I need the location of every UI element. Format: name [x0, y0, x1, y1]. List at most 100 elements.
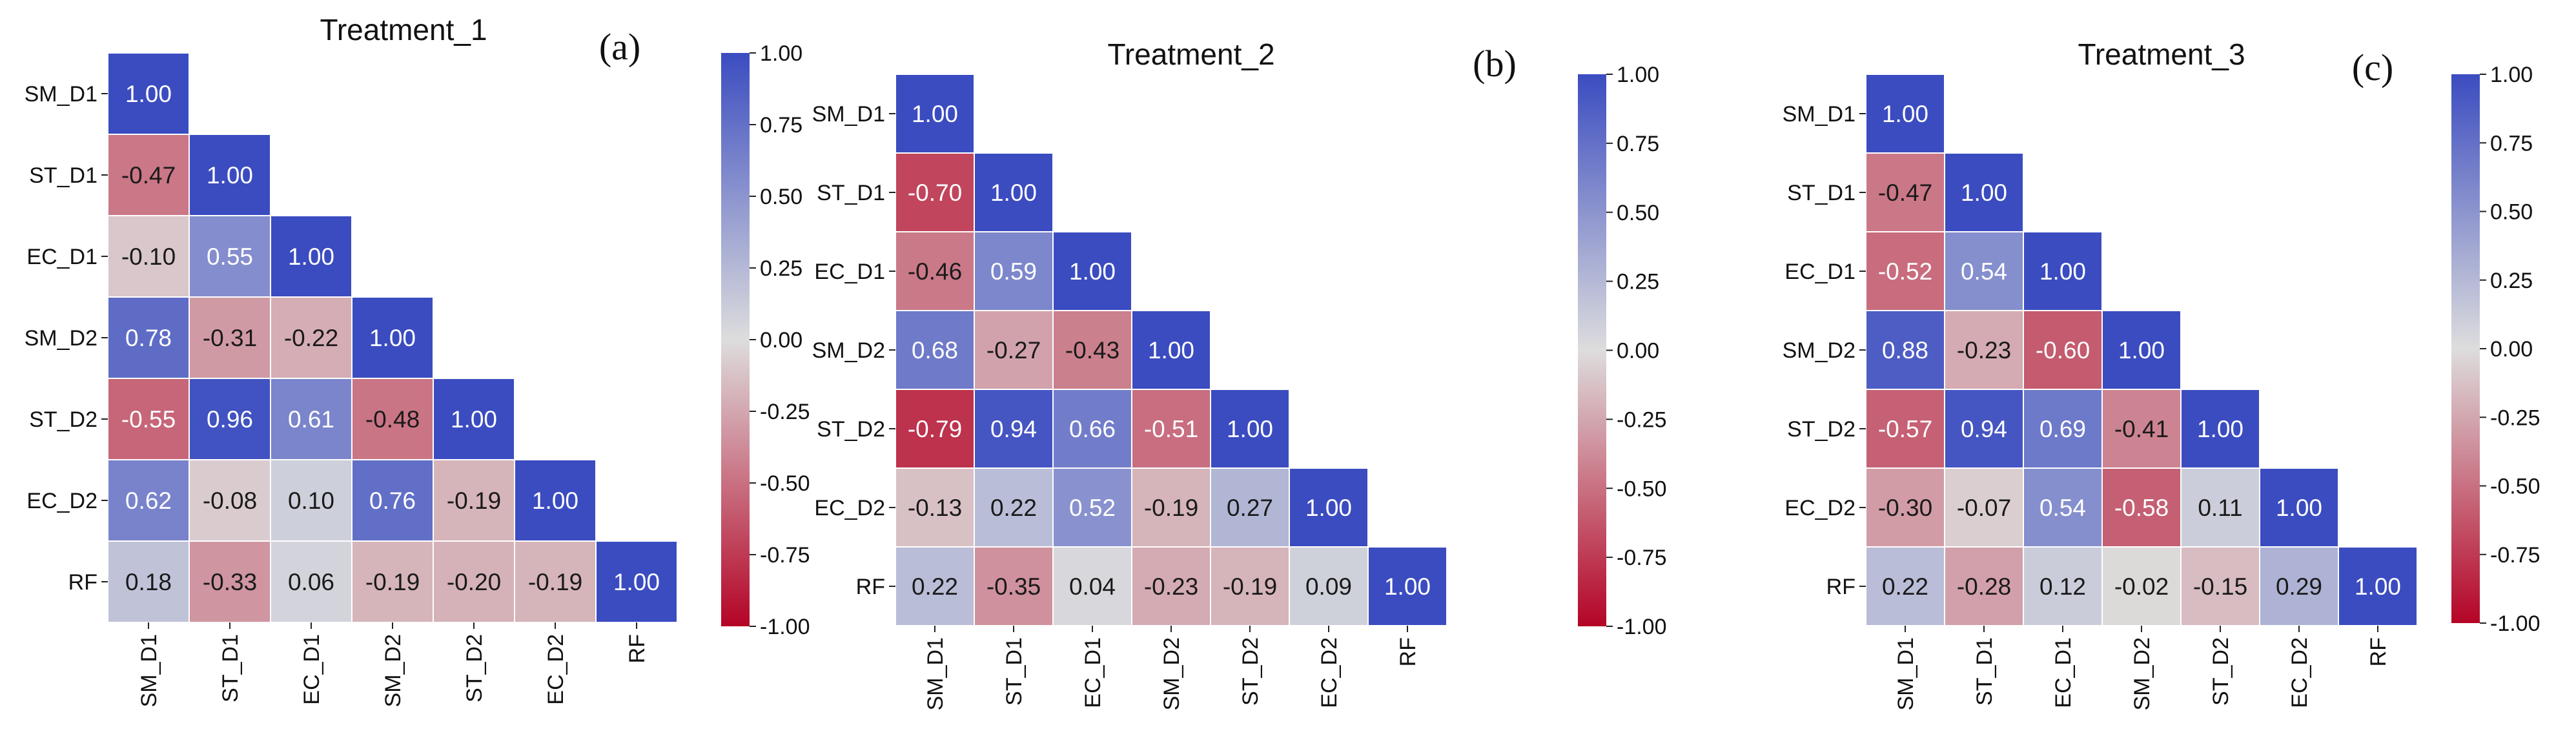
x-tick-label: RF: [2366, 637, 2391, 666]
colorbar-tick-label: 0.50: [1617, 201, 1659, 225]
cell-value-label: -0.47: [1878, 180, 1932, 206]
heatmap-cell: [1944, 152, 2024, 232]
cell-value-label: 1.00: [1882, 101, 1928, 127]
colorbar-tick-label: 0.75: [1617, 132, 1659, 156]
heatmap-cell: [189, 296, 271, 379]
cell-value-label: 1.00: [1384, 573, 1431, 600]
cell-value-label: 1.00: [1305, 495, 1352, 521]
heatmap-cell: [351, 459, 434, 542]
colorbar-tick-label: -0.25: [2490, 405, 2540, 430]
y-tick-label: RF: [856, 575, 885, 599]
cell-value-label: -0.19: [447, 487, 501, 514]
colorbar-tick-label: 1.00: [2490, 63, 2533, 87]
x-tick-label: ST_D2: [462, 634, 487, 703]
x-tick-label: EC_D1: [1081, 637, 1105, 708]
heatmap-cell: [2023, 310, 2103, 390]
cell-value-label: 0.27: [1227, 495, 1273, 521]
heatmap-cell: [2338, 546, 2418, 626]
panel-letter: (a): [599, 26, 640, 68]
y-tick-label: ST_D2: [29, 407, 97, 432]
cell-value-label: 0.52: [1069, 495, 1116, 521]
cell-value-label: 0.12: [2039, 573, 2086, 600]
heatmap-cell: [1944, 389, 2024, 469]
colorbar-tick-label: -1.00: [760, 615, 810, 639]
chart-title: Treatment_1: [320, 13, 487, 46]
x-tick-label: EC_D1: [300, 634, 324, 705]
panel-letter: (b): [1473, 43, 1517, 85]
cell-value-label: 1.00: [1069, 258, 1116, 285]
colorbar-tick-label: 1.00: [1617, 63, 1659, 87]
chart-title: Treatment_3: [2078, 37, 2245, 71]
colorbar-tick-label: -1.00: [1617, 615, 1667, 639]
cell-value-label: 1.00: [532, 487, 578, 514]
heatmap-cell: [1289, 467, 1369, 548]
colorbar-tick-label: -0.50: [1617, 477, 1667, 501]
cell-value-label: 0.04: [1069, 573, 1116, 600]
cell-value-label: -0.33: [203, 569, 257, 595]
heatmap-cell: [595, 540, 678, 623]
cell-value-label: -0.57: [1878, 416, 1932, 442]
cell-value-label: -0.60: [2036, 337, 2090, 364]
x-tick-label: ST_D1: [1002, 637, 1027, 706]
heatmap-cell: [1289, 546, 1369, 626]
heatmap-cell: [351, 296, 434, 379]
cell-value-label: 1.00: [1148, 337, 1194, 364]
heatmap-cell: [974, 467, 1054, 548]
y-tick-label: ST_D2: [1787, 417, 1855, 442]
heatmap-cell: [107, 134, 190, 216]
cell-value-label: -0.43: [1065, 337, 1119, 364]
x-tick-label: EC_D2: [1317, 637, 1342, 708]
cell-value-label: 0.54: [1961, 258, 2007, 285]
heatmap-cell: [1944, 546, 2024, 626]
cell-value-label: -0.19: [528, 569, 582, 595]
heatmap-cell: [974, 310, 1054, 390]
heatmap-cell: [1865, 467, 1945, 548]
cell-value-label: 0.78: [125, 325, 172, 351]
heatmap-cell: [189, 378, 271, 460]
cell-value-label: -0.02: [2114, 573, 2169, 600]
cell-value-label: -0.55: [121, 406, 176, 433]
y-tick-label: EC_D2: [26, 489, 97, 513]
colorbar-tick-label: 0.00: [760, 328, 802, 353]
heatmap-cell: [1052, 467, 1132, 548]
colorbar: 1.00 0.75 0.50 0.25 0.00 -0.25 -0.50 -0.75 -1.00: [1578, 63, 1667, 639]
x-tick-label: SM_D1: [137, 634, 161, 707]
cell-value-label: 0.18: [125, 569, 172, 595]
cell-value-label: 0.11: [2198, 495, 2242, 521]
colorbar-tick-label: 0.50: [760, 185, 802, 209]
x-tick-label: RF: [625, 634, 649, 663]
colorbar-tick-label: 0.50: [2490, 200, 2533, 225]
cell-value-label: -0.46: [908, 258, 962, 285]
colorbar-tick-label: 0.25: [2490, 269, 2533, 293]
heatmap-cell: [1944, 231, 2024, 311]
cell-value-label: 1.00: [207, 162, 253, 189]
cell-value-label: 1.00: [990, 180, 1037, 206]
heatmap-cell: [1210, 467, 1290, 548]
cell-value-label: 1.00: [1227, 416, 1273, 442]
heatmap-cell: [2101, 467, 2182, 548]
y-tick-label: ST_D1: [1787, 181, 1855, 205]
cell-value-label: 0.22: [990, 495, 1037, 521]
colorbar-tick-label: 0.00: [1617, 339, 1659, 364]
heatmap-cell: [1367, 546, 1447, 626]
cell-value-label: 0.06: [288, 569, 334, 595]
heatmap-cell: [1944, 467, 2024, 548]
heatmap-cell: [1131, 546, 1211, 626]
cell-value-label: 1.00: [613, 569, 660, 595]
y-tick-label: EC_D2: [1784, 496, 1855, 520]
colorbar-tick-label: 1.00: [760, 41, 802, 66]
y-tick-label: ST_D1: [29, 163, 97, 188]
heatmap-cell: [189, 459, 271, 542]
heatmap-cell: [270, 459, 353, 542]
cell-value-label: 1.00: [1961, 180, 2007, 206]
cell-value-label: -0.48: [365, 406, 420, 433]
heatmap-cell: [351, 540, 434, 623]
cell-value-label: -0.08: [203, 487, 257, 514]
colorbar: 1.00 0.75 0.50 0.25 0.00 -0.25 -0.50 -0.75 -1.00: [721, 41, 810, 639]
x-tick-label: RF: [1396, 637, 1420, 666]
colorbar-tick-label: 0.75: [760, 113, 802, 138]
x-tick-label: ST_D2: [2209, 637, 2233, 706]
chart-title: Treatment_2: [1107, 37, 1274, 71]
colorbar-tick-label: -0.25: [760, 400, 810, 424]
